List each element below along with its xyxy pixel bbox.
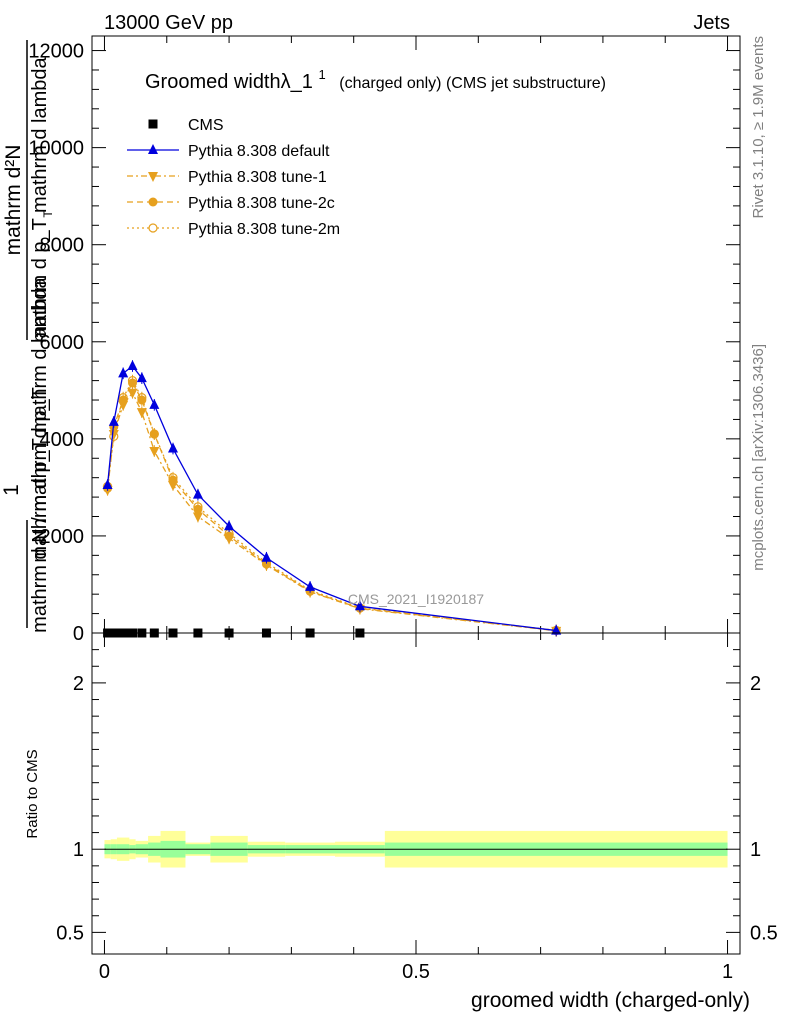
series-line-0 [106, 365, 557, 632]
series-point [261, 561, 272, 572]
ylabel-den: mathrm d p_T mathrm d lambda [29, 56, 51, 342]
ratio-frame [91, 632, 741, 955]
plot-title: Groomed widthλ_1 1 (charged only) (CMS j… [145, 62, 606, 93]
series-point [551, 624, 562, 635]
series-point [118, 367, 129, 378]
mcplots-label: mcplots.cern.ch [arXiv:1306.3436] [750, 344, 767, 571]
ratio-panel: 0.5 0.51 12 2 Ratio to CMS 0 0.5 1 groomed wi… [24, 632, 778, 1012]
series-point [149, 429, 159, 439]
plot-title-main: Groomed widthλ_1 [145, 71, 313, 93]
legend-marker [148, 223, 158, 233]
main-ytick-label: 2000 [40, 526, 85, 548]
ratio-axes-ticks: 0.5 0.5 1 1 2 2 [56, 633, 778, 954]
main-ytick-label: 6000 [40, 332, 85, 354]
legend: CMS Pythia 8.308 default Pythia 8.308 tune… [127, 117, 340, 238]
series-point [118, 400, 129, 411]
series-point [192, 512, 203, 523]
series-point [108, 430, 119, 440]
series-point [224, 534, 235, 545]
ratio-ytick-label: 2 [73, 673, 84, 695]
series-point [128, 378, 137, 388]
x-tick-labels: 0 0.5 1 [99, 961, 733, 983]
rivet-label: Rivet 3.1.10, ≥ 1.9M events [750, 36, 767, 219]
series-point [136, 372, 147, 383]
header-right: Jets [693, 12, 730, 34]
legend-label: Pythia 8.308 tune-2m [188, 221, 340, 238]
main-ytick-label: 4000 [40, 429, 85, 451]
series-point [168, 442, 178, 453]
series-point [168, 480, 178, 491]
x-tick-label: 1 [722, 961, 733, 983]
ylabel-den2: mathrm d p_T mathrm d lambda [29, 276, 51, 562]
series-point [108, 415, 119, 426]
ratio-ytick-label-right: 2 [750, 673, 761, 695]
main-ytick-label: 12000 [28, 41, 84, 63]
series-point [224, 520, 235, 531]
series-line-2 [106, 381, 557, 632]
ylabel-num: mathrm d²N [2, 145, 25, 256]
legend-label: Pythia 8.308 tune-2c [188, 195, 335, 212]
plot-title-rest: (charged only) (CMS jet substructure) [339, 75, 606, 92]
legend-marker [148, 172, 158, 182]
main-ytick-label: 8000 [40, 235, 85, 257]
series-line-3 [106, 379, 557, 631]
ratio-ytick-label: 0.5 [56, 922, 84, 944]
legend-marker [148, 144, 158, 154]
main-panel: 0 2000 4000 6000 8000 10000 12000 Groomed widt… [0, 35, 741, 645]
series-point [305, 580, 316, 591]
x-tick-label: 0 [99, 961, 110, 983]
series-point [127, 388, 138, 399]
ylabel-frac-den: mathrm d N / mathrm d p_T [29, 387, 51, 633]
x-axis-label: groomed width (charged-only) [471, 989, 750, 1012]
series-point [149, 446, 160, 457]
series-point [193, 504, 203, 514]
series-point [127, 360, 138, 371]
series-point [192, 488, 203, 499]
legend-marker [148, 119, 158, 129]
ylabel-one: 1 [0, 484, 23, 496]
ratio-ytick-label-right: 0.5 [750, 922, 778, 944]
series-point [136, 408, 147, 419]
analysis-watermark: CMS_2021_I1920187 [348, 591, 484, 607]
ratio-bands [104, 830, 728, 868]
main-ytick-label: 10000 [28, 138, 84, 160]
series-point [137, 395, 147, 405]
legend-label: Pythia 8.308 default [188, 143, 330, 160]
ylabel-sub: T [41, 210, 55, 218]
series-point [102, 478, 113, 489]
main-ytick-label: 0 [73, 623, 84, 645]
x-tick-label: 0.5 [402, 961, 430, 983]
ratio-ylabel: Ratio to CMS [24, 749, 41, 838]
ratio-ytick-label-right: 1 [750, 839, 761, 861]
legend-marker [148, 197, 158, 207]
legend-label: CMS [188, 117, 224, 134]
header-left: 13000 GeV pp [104, 12, 233, 34]
legend-label: Pythia 8.308 tune-1 [188, 169, 327, 186]
series-point [149, 398, 160, 409]
plot-title-sup: 1 [318, 67, 325, 82]
series-point [261, 551, 272, 562]
ratio-ytick-label: 1 [73, 839, 84, 861]
main-axes-ticks: 0 2000 4000 6000 8000 10000 12000 [28, 36, 740, 645]
main-ylabel: 1 mathrm d²N mathrm d p_T mathrm d lambd… [0, 40, 55, 633]
main-series-group [102, 360, 562, 638]
series-point [354, 600, 365, 611]
